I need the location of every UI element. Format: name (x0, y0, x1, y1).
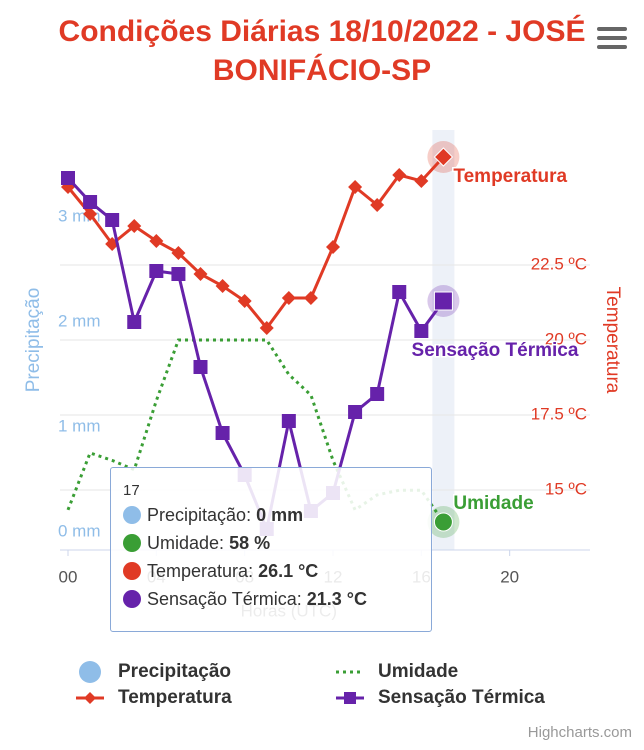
point (193, 267, 208, 281)
point (414, 324, 429, 338)
point (259, 321, 274, 335)
tooltip-name: Umidade (147, 533, 220, 553)
legend-label: Temperatura (118, 687, 232, 708)
tooltip-value: 0 mm (256, 505, 304, 525)
point (281, 414, 296, 428)
tooltip-value: 21.3 °C (306, 589, 367, 609)
point (83, 195, 98, 209)
y2-tick-label: 20 ºC (545, 329, 587, 348)
chart-title: Condições Diárias 18/10/2022 - JOSÉ BONI… (58, 15, 586, 87)
tooltip-name: Sensação Térmica (147, 589, 297, 609)
legend-item[interactable]: Precipitação (79, 661, 231, 683)
point (105, 213, 120, 227)
point (61, 171, 75, 185)
menu-bar (597, 45, 627, 49)
tooltip-name: Temperatura (147, 561, 249, 581)
legend-symbol (79, 661, 101, 683)
x-tick-label: 20 (500, 567, 519, 586)
menu-bar (597, 27, 627, 31)
tooltip-row: Umidade: 58 % (123, 529, 431, 557)
point (171, 246, 186, 260)
series-line (66, 338, 445, 523)
point (281, 291, 296, 305)
y2-tick-label: 15 ºC (545, 479, 587, 498)
tooltip-dot (123, 562, 141, 580)
tooltip-dot (123, 534, 141, 552)
point (193, 360, 208, 374)
tooltip-dot (123, 506, 141, 524)
legend-item[interactable]: Umidade (336, 661, 458, 682)
y-tick-label: 0 mm (58, 521, 101, 540)
legend-item[interactable]: Sensação Térmica (336, 687, 545, 708)
tooltip-row: Precipitação: 0 mm (123, 501, 431, 529)
y-tick-label: 1 mm (58, 416, 101, 435)
point (392, 168, 407, 182)
menu-bar (597, 36, 627, 40)
legend-label: Umidade (378, 661, 458, 682)
series-label: Umidade (453, 493, 533, 514)
tooltip-value: 58 % (229, 533, 271, 553)
point (237, 294, 252, 308)
point (303, 291, 318, 305)
y2-tick-label: 22.5 ºC (531, 254, 587, 273)
series-line (66, 155, 445, 331)
tooltip-row: Sensação Térmica: 21.3 °C (123, 585, 431, 613)
point (127, 315, 142, 329)
point (348, 405, 363, 419)
point (171, 267, 186, 281)
series-label: Sensação Térmica (412, 340, 579, 361)
point (344, 692, 356, 704)
point (215, 279, 230, 293)
tooltip-row: Temperatura: 26.1 °C (123, 557, 431, 585)
point (392, 285, 407, 299)
tooltip-dot (123, 590, 141, 608)
tooltip: 17 Precipitação: 0 mm Umidade: 58 % Tempera… (110, 467, 432, 632)
point (433, 147, 454, 167)
point (149, 264, 164, 278)
y-axis-title: Precipitação (23, 288, 44, 393)
x-tick-label: 00 (59, 567, 78, 586)
point (84, 692, 96, 704)
legend-item[interactable]: Temperatura (76, 687, 232, 708)
tooltip-value: 26.1 °C (258, 561, 319, 581)
point (348, 180, 363, 194)
point (83, 207, 98, 221)
y-tick-label: 2 mm (58, 311, 101, 330)
legend-label: Precipitação (118, 661, 231, 682)
point (433, 291, 453, 311)
point (370, 198, 385, 212)
tooltip-header: 17 (123, 482, 140, 499)
y2-tick-label: 17.5 ºC (531, 404, 587, 423)
y2-axis-title: Temperatura (602, 287, 623, 394)
legend-label: Sensação Térmica (378, 687, 545, 708)
credits: Highcharts.com (528, 724, 632, 741)
point (215, 426, 230, 440)
point (149, 234, 164, 248)
point (127, 219, 142, 233)
point (414, 174, 429, 188)
tooltip-name: Precipitação (147, 505, 247, 525)
point (433, 512, 453, 532)
series-label: Temperatura (453, 166, 567, 187)
menu-icon[interactable] (597, 27, 627, 49)
point (326, 240, 340, 254)
point (370, 387, 385, 401)
